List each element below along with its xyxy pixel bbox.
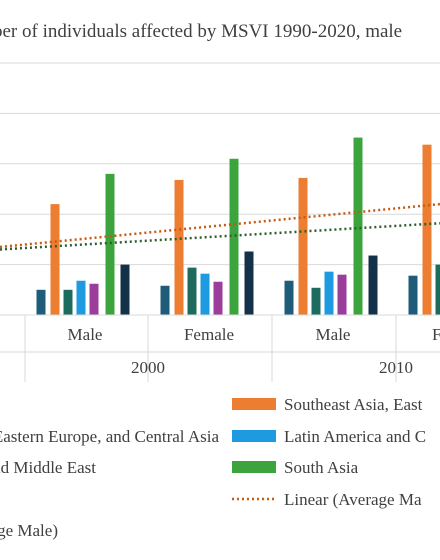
year-label: 2000: [131, 358, 165, 377]
legend: Southeast Asia, East Latin America and C S…: [0, 395, 426, 540]
bar: [368, 255, 378, 315]
bar: [160, 285, 170, 315]
category-label: Female: [184, 325, 234, 344]
x-axis: Male Female Male Female 2000 2010: [0, 314, 440, 382]
category-label: Male: [68, 325, 103, 344]
bar: [311, 287, 321, 315]
legend-swatch: [232, 398, 276, 410]
bar: [76, 280, 86, 315]
bar: [422, 144, 432, 315]
legend-label: Southeast Asia, East: [284, 395, 423, 414]
year-label: 2010: [379, 358, 413, 377]
bar: [435, 264, 440, 315]
legend-label: Central Europe, Eastern Europe, and Cent…: [0, 427, 219, 446]
legend-label: North Africa and Middle East: [0, 458, 96, 477]
bars: [36, 137, 440, 315]
bar: [174, 179, 184, 315]
bar: [298, 177, 308, 315]
bar: [120, 264, 130, 315]
bar: [50, 204, 60, 315]
bar: [63, 289, 73, 315]
bar: [284, 280, 294, 315]
category-label: Male: [316, 325, 351, 344]
bar: [324, 271, 334, 315]
gridlines: [0, 62, 440, 266]
legend-swatch: [232, 430, 276, 442]
bar: [105, 173, 115, 315]
trend-line: [0, 202, 440, 249]
bar: [408, 275, 418, 315]
bar: [337, 274, 347, 315]
category-label: Female: [432, 325, 440, 344]
bar: [36, 289, 46, 315]
bar: [89, 283, 99, 315]
bar: [213, 281, 223, 315]
trend-line: [0, 222, 440, 251]
bar: [187, 267, 197, 315]
bar: [200, 273, 210, 315]
legend-label: Latin America and C: [284, 427, 426, 446]
trend-lines: [0, 202, 440, 251]
bar: [353, 137, 363, 315]
legend-label: Linear (Average Ma: [284, 490, 422, 509]
bar: [244, 251, 254, 315]
legend-swatch: [232, 461, 276, 473]
chart-title: Number of individuals affected by MSVI 1…: [0, 21, 402, 42]
legend-label: South Asia: [284, 458, 359, 477]
bar: [229, 158, 239, 315]
legend-label: (Average Male): [0, 521, 58, 540]
